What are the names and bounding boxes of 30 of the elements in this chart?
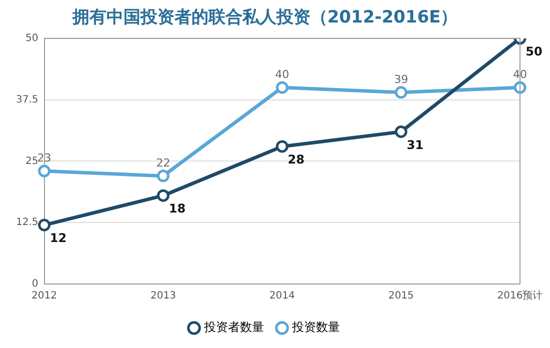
data-label: 12 <box>50 231 67 246</box>
data-label: 40 <box>275 68 290 81</box>
x-tick-label: 2014 <box>269 290 295 302</box>
legend-label: 投资数量 <box>291 320 340 334</box>
point <box>156 189 170 202</box>
point <box>156 170 170 182</box>
y-tick-label: 12.5 <box>16 217 38 228</box>
x-tick-label: 2012 <box>32 290 57 302</box>
chart-title: 拥有中国投资者的联合私人投资（2012-2016E） <box>71 8 458 28</box>
point <box>38 164 51 178</box>
data-label: 28 <box>288 152 304 167</box>
data-label: 39 <box>394 72 408 86</box>
x-tick-label: 2013 <box>150 290 176 302</box>
point <box>394 125 408 138</box>
data-label: 22 <box>156 156 170 170</box>
data-label: 50 <box>526 44 542 59</box>
y-tick-label: 0 <box>32 278 38 290</box>
point <box>514 81 526 94</box>
y-tick-label: 50 <box>26 32 38 44</box>
point <box>276 140 288 153</box>
y-tick-label: 25 <box>26 156 38 167</box>
legend-label: 投资者数量 <box>203 320 264 334</box>
point <box>276 81 288 94</box>
y-tick-label: 37.5 <box>16 94 38 106</box>
x-tick-label: 2015 <box>388 290 414 302</box>
point <box>394 86 408 99</box>
point <box>38 218 51 232</box>
x-tick-label: 2016预计 <box>497 290 543 302</box>
data-label: 31 <box>406 138 424 152</box>
data-label: 18 <box>168 202 186 216</box>
